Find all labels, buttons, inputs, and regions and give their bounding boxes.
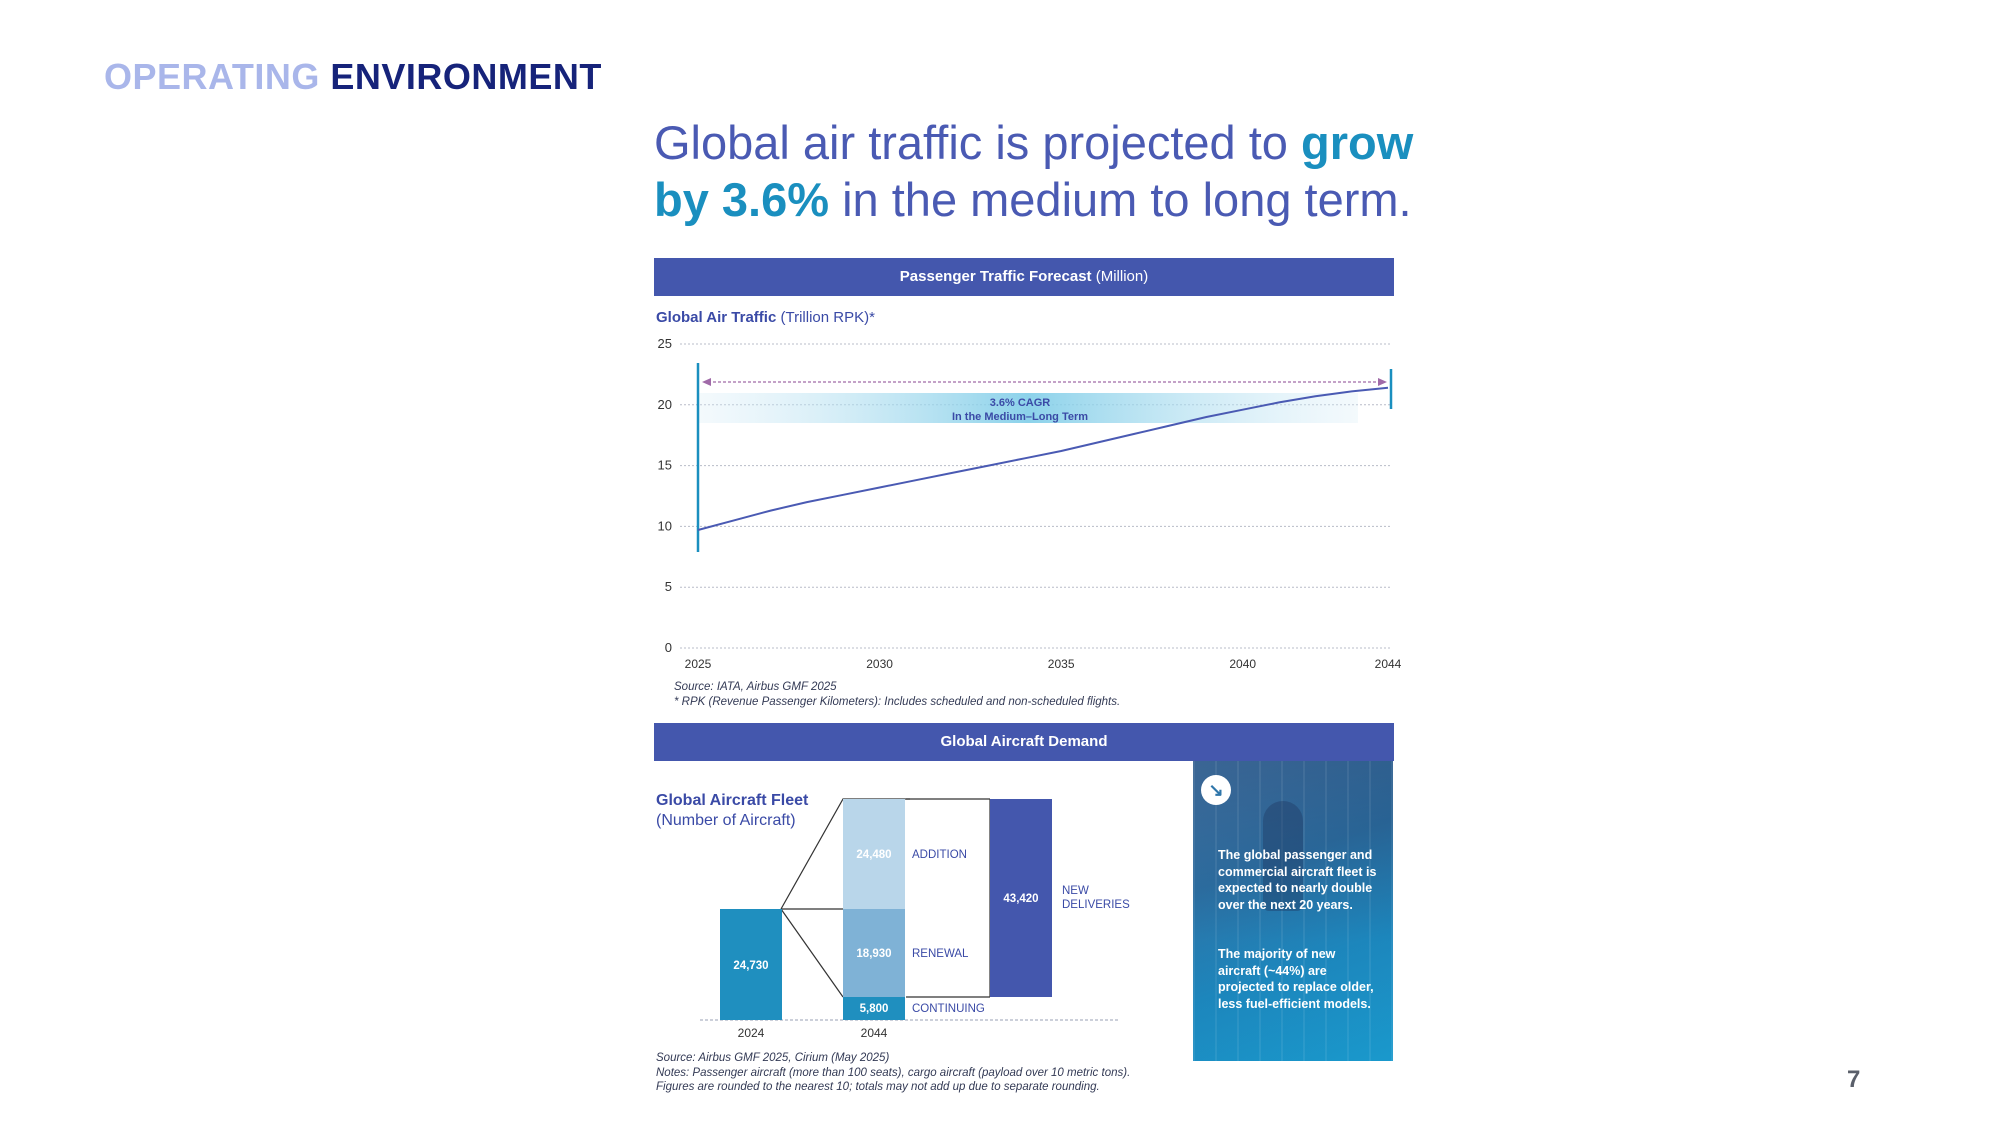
value-label-addition: 24,480 [856,849,891,861]
segment-label-new-line1: NEW [1062,885,1089,897]
value-label-new-deliveries: 43,420 [1003,893,1038,905]
traffic-subtitle: Global Air Traffic (Trillion RPK)* [656,309,875,326]
value-label-2024: 24,730 [733,960,768,972]
page-number: 7 [1847,1066,1861,1093]
headline-bold2: by 3.6% [654,173,830,226]
x-tick-label: 2035 [1048,657,1075,671]
traffic-footnote: * RPK (Revenue Passenger Kilometers): In… [674,696,1121,708]
category-label-2044: 2044 [861,1026,888,1040]
demand-source: Source: Airbus GMF 2025, Cirium (May 202… [656,1052,890,1064]
demand-panel-header: Global Aircraft Demand [654,723,1394,761]
x-tick-label: 2044 [1375,657,1402,671]
headline: Global air traffic is projected to grow b… [654,114,1414,228]
cagr-arrow-left-head [702,378,711,386]
arrow-down-right-icon[interactable]: ↘ [1201,775,1231,805]
headline-part1: Global air traffic is projected to [654,116,1301,169]
section-title-word2: ENVIRONMENT [330,56,602,97]
y-tick-label: 20 [658,397,672,412]
bar-2044-renewal [843,909,905,997]
segment-label-continuing: CONTINUING [912,1003,985,1015]
segment-label-new-line2: DELIVERIES [1062,899,1130,911]
y-tick-label: 15 [658,458,672,473]
y-tick-label: 10 [658,518,672,533]
demand-subtitle-line1: Global Aircraft Fleet [656,792,809,809]
bar-2024 [720,909,782,1020]
cagr-label-line2: In the Medium–Long Term [952,411,1088,423]
value-label-continuing: 5,800 [860,1003,889,1015]
x-tick-label: 2030 [866,657,893,671]
category-label-2024: 2024 [738,1026,765,1040]
traffic-source: Source: IATA, Airbus GMF 2025 [674,681,837,693]
bar-2044-continuing [843,997,905,1020]
traffic-header-light: (Million) [1095,268,1149,285]
section-title: OPERATING ENVIRONMENT [104,56,602,98]
demand-subtitle-line2: (Number of Aircraft) [656,812,796,829]
y-axis-ticks: 0 5 10 15 20 25 [658,336,672,655]
headline-part2: in the medium to long term. [829,173,1412,226]
demand-notes-line2: Figures are rounded to the nearest 10; t… [656,1081,1100,1093]
x-axis-ticks: 2025 2030 2035 2040 2044 [685,657,1402,671]
segment-label-addition: ADDITION [912,849,967,861]
x-tick-label: 2025 [685,657,712,671]
traffic-header-bold: Passenger Traffic Forecast [899,268,1092,285]
demand-notes-line1: Notes: Passenger aircraft (more than 100… [656,1067,1131,1079]
traffic-subtitle-light: (Trillion RPK)* [780,309,875,326]
traffic-subtitle-bold: Global Air Traffic [656,309,777,326]
value-label-renewal: 18,930 [856,948,891,960]
x-tick-label: 2040 [1229,657,1256,671]
info-photo-panel: ↘ The global passenger and commercial ai… [1193,761,1393,1061]
aircraft-demand-chart: 24,730 24,480 18,930 5,800 43,420 ADDITI… [700,798,1130,1040]
y-tick-label: 25 [658,336,672,351]
silhouette-figure [1263,801,1303,911]
section-title-word1: OPERATING [104,56,320,97]
cagr-label-line1: 3.6% CAGR [990,397,1051,409]
cagr-arrow-right-head [1378,378,1387,386]
y-tick-label: 0 [665,640,672,655]
bar-2044-addition [843,799,905,909]
photo-overlay [1193,761,1393,1061]
traffic-panel-header: Passenger Traffic Forecast (Million) [654,258,1394,296]
bar-new-deliveries [990,799,1052,997]
segment-label-renewal: RENEWAL [912,948,969,960]
y-tick-label: 5 [665,579,672,594]
chart-grid [680,343,1390,649]
connector-bottom [780,908,844,998]
traffic-series-line [697,386,1389,531]
info-text-2: The majority of new aircraft (~44%) are … [1218,947,1374,1011]
headline-bold1: grow [1300,116,1414,169]
info-text-1: The global passenger and commercial airc… [1218,848,1377,912]
